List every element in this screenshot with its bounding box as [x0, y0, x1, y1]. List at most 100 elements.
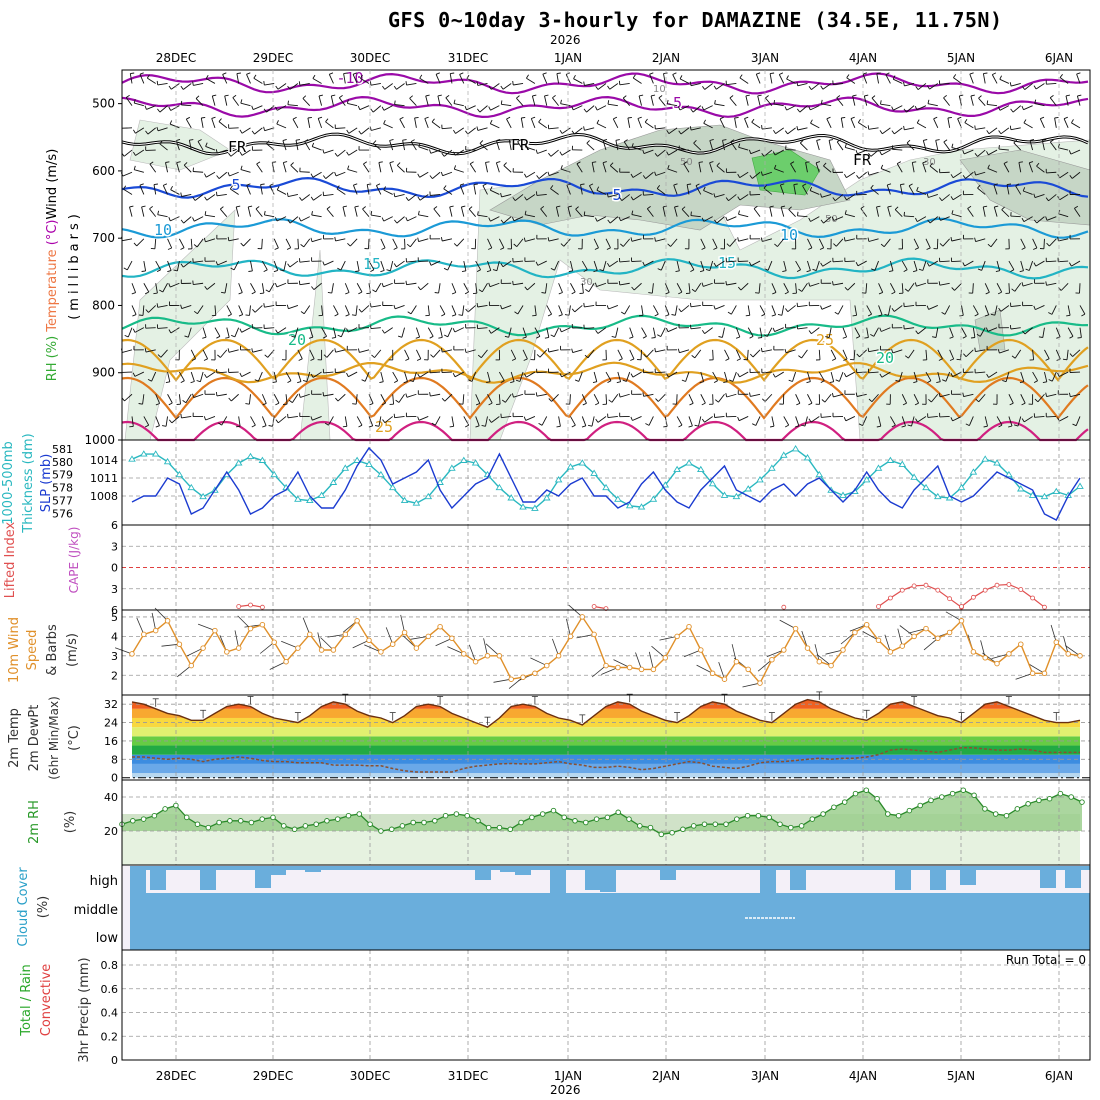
wind-barb-flag	[666, 151, 669, 156]
wind-barb-flag	[774, 243, 778, 247]
wind-barb-flag	[443, 267, 448, 271]
wind-barb	[241, 371, 251, 378]
wind-speed-series	[131, 615, 1081, 685]
wind-barb-flag	[580, 183, 585, 186]
wind-barb	[218, 121, 228, 129]
panel-ylabel: 2m Temp	[7, 708, 22, 768]
wind-barb	[949, 327, 954, 338]
wind-barb	[712, 371, 718, 381]
precip-tick-label: 0.8	[101, 959, 119, 972]
wind-barb	[607, 416, 618, 419]
wind-barb	[694, 283, 702, 292]
wind-barb-flag	[620, 243, 624, 247]
wind-barb-flag	[613, 116, 618, 120]
wind-barb-flag	[473, 183, 478, 186]
wind-barb-flag	[489, 186, 493, 191]
wind-barb-flag	[496, 161, 501, 164]
wind-barb-flag	[478, 289, 483, 293]
wind-barb-flag	[254, 379, 259, 382]
wind-speed-series-point	[449, 635, 455, 642]
wind-barb	[171, 416, 180, 424]
wind-barb	[165, 416, 168, 427]
wind-barb-flag	[500, 380, 505, 383]
wind-barb	[988, 149, 998, 156]
wind-barb-flag	[477, 211, 479, 216]
wind-barb	[394, 194, 405, 198]
wind-barb	[514, 194, 524, 201]
rh-shade-30	[124, 209, 236, 441]
wind-barb	[1071, 171, 1081, 179]
wind-barb	[384, 327, 393, 334]
thickness-series-point	[187, 483, 196, 491]
wind-barb-flag	[583, 211, 586, 216]
rh-point	[432, 818, 438, 824]
wind-barb	[398, 394, 405, 403]
thickness-tick-label: 580	[52, 456, 73, 469]
wind-barb	[273, 371, 277, 382]
wind-barb-flag	[836, 95, 841, 99]
wind-barb	[352, 74, 358, 84]
wind-barb-flag	[879, 151, 883, 156]
wind-barb-flag	[291, 335, 296, 338]
wind-barb	[430, 194, 441, 196]
wind-speed-series-point	[662, 655, 669, 661]
wind-barb-flag	[283, 161, 288, 164]
wind-barb-flag	[649, 72, 654, 75]
wind-barb	[764, 393, 773, 402]
wind-barb-flag	[790, 161, 795, 165]
y-tick-label: 500	[92, 97, 115, 111]
wind-barb-flag	[346, 151, 350, 156]
wind-barb-flag	[850, 116, 855, 120]
wind-barb-flag	[496, 138, 501, 141]
wind-barb	[963, 393, 974, 398]
wind-barb-flag	[974, 237, 977, 242]
wind-barb	[663, 73, 666, 84]
wind-barb-flag	[631, 143, 634, 148]
wind-barb-flag	[205, 142, 208, 147]
wind-barb	[712, 238, 718, 249]
wind-barb-flag	[407, 311, 412, 315]
wind-barb	[193, 216, 204, 222]
thickness-series-point	[448, 464, 456, 471]
wind-speed-series-point	[508, 676, 514, 682]
wind-speed-series-point	[235, 645, 242, 651]
wind-barb	[257, 371, 263, 382]
wind-barb	[433, 349, 441, 358]
wind-barb-10m	[613, 659, 630, 668]
day-label-bottom: 28DEC	[156, 1069, 196, 1083]
wind-barb	[206, 282, 216, 290]
wind-speed-series-point	[1041, 670, 1048, 677]
wind-barb-flag	[253, 74, 257, 79]
wind-barb	[703, 105, 713, 111]
wind-barb	[147, 77, 156, 84]
wind-barb	[135, 127, 145, 134]
wind-speed-series-point	[923, 625, 929, 632]
wind-barb	[631, 238, 642, 242]
wind-barb	[893, 78, 903, 84]
wind-barb	[531, 95, 536, 106]
wind-speed-series-point	[638, 666, 645, 673]
wind-barb-flag	[300, 311, 305, 315]
wind-barb	[778, 74, 785, 84]
wind-barb	[632, 194, 642, 201]
wind-barb-10m	[151, 612, 157, 631]
wind-barb	[763, 149, 773, 157]
wind-barb-flag	[275, 85, 279, 90]
wind-barb	[360, 127, 370, 135]
wind-barb-flag	[149, 206, 153, 210]
wind-barb	[276, 216, 287, 222]
wind-barb	[441, 127, 452, 130]
wind-barb	[250, 416, 256, 426]
wind-barb	[917, 83, 927, 90]
rh-point	[626, 816, 632, 822]
wind-barb-flag	[788, 379, 793, 382]
wind-barb	[646, 208, 654, 217]
wind-barb-flag	[998, 307, 1002, 312]
wind-barb-flag	[547, 313, 552, 317]
wind-barb-flag	[363, 161, 368, 165]
wind-barb	[667, 103, 678, 107]
wind-barb	[233, 260, 240, 271]
wind-barb-flag	[701, 217, 705, 222]
wind-barb	[147, 127, 156, 135]
wind-barb-flag	[216, 175, 220, 179]
